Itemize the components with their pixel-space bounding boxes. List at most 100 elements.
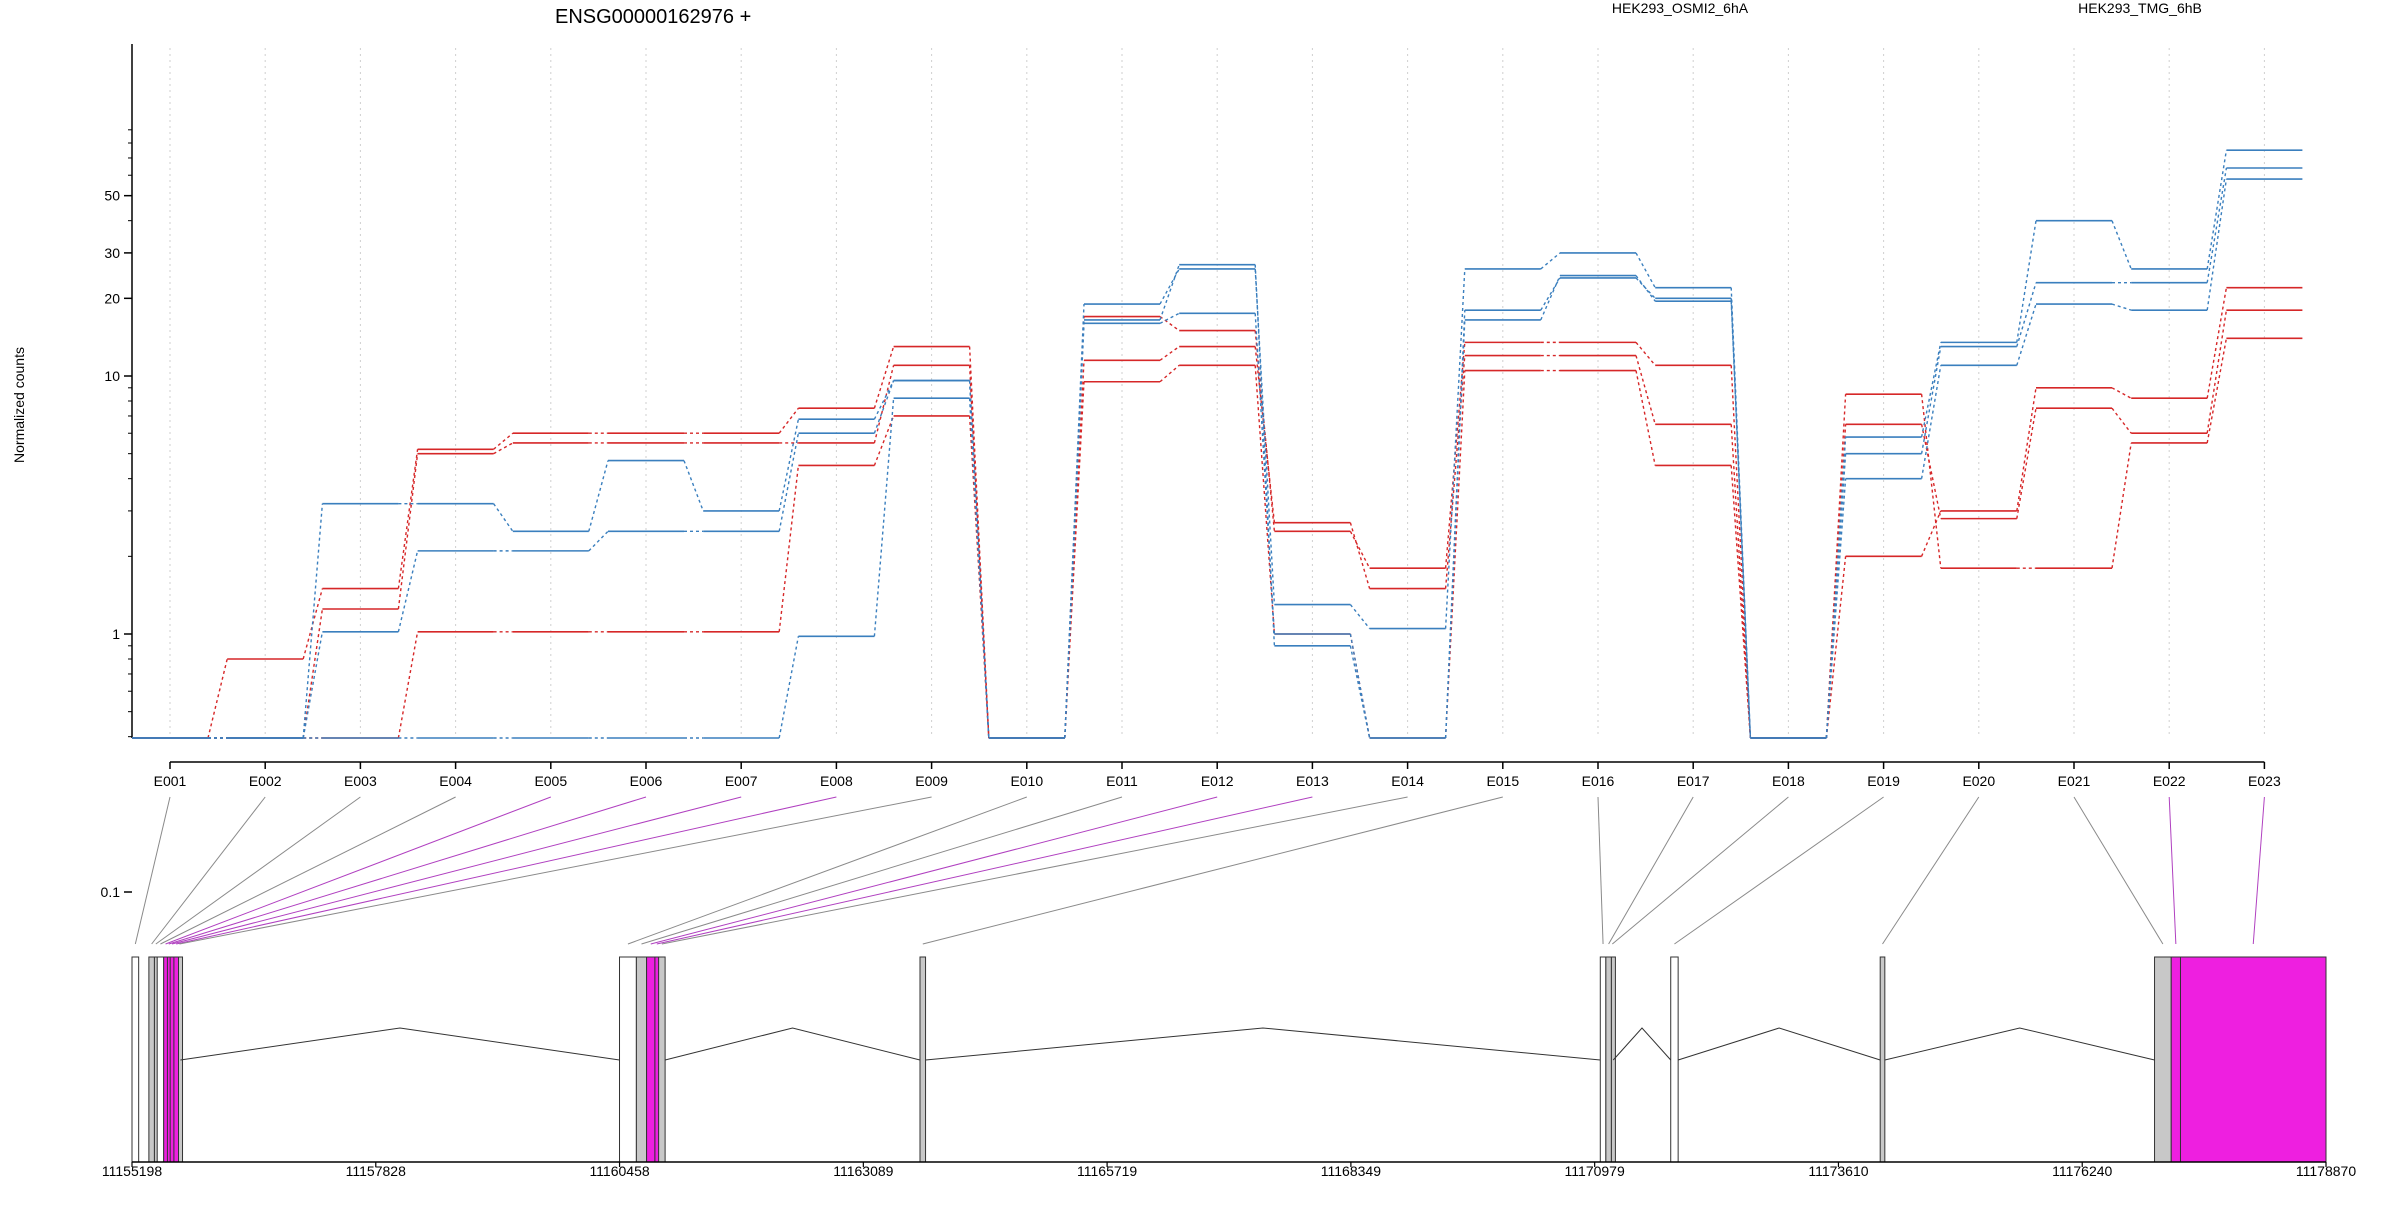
connector-E012 xyxy=(650,796,1218,945)
series-1-connector xyxy=(2016,387,2037,512)
y-tick-label: 20 xyxy=(104,290,120,306)
connector-E007 xyxy=(171,796,742,945)
series-4-connector xyxy=(1920,342,1942,438)
connector-E019 xyxy=(1674,796,1884,945)
grid-lines xyxy=(169,48,2265,738)
series-1-connector xyxy=(1730,365,1752,739)
series-6-connector xyxy=(1825,478,1847,739)
series-6-connector xyxy=(1540,275,1561,321)
intron-line xyxy=(664,1027,921,1061)
series-6-connector xyxy=(1349,645,1371,739)
series-4-connector xyxy=(1444,268,1466,629)
series-1-connector xyxy=(2111,387,2132,399)
connector-E010 xyxy=(627,796,1027,945)
series-6-connector xyxy=(778,636,800,739)
genomic-tick-label: 11157828 xyxy=(346,1163,406,1179)
series-1-connector xyxy=(1349,531,1371,569)
x-tick-label-E018: E018 xyxy=(1772,773,1805,789)
series-6-connector xyxy=(1064,319,1085,739)
intron-line xyxy=(1677,1027,1881,1061)
x-tick-label-E017: E017 xyxy=(1677,773,1710,789)
exon-box-E011 xyxy=(635,956,648,1163)
series-2-connector xyxy=(1159,346,1180,361)
series-5-connector xyxy=(397,550,419,632)
connector-E002 xyxy=(151,796,266,945)
gene-model xyxy=(131,956,2327,1163)
series-5-connector xyxy=(1254,313,1276,635)
x-tick-label-E014: E014 xyxy=(1391,773,1424,789)
axes: 0.1 1 10 20 30 50 E001 E002 E003 E004 E005 E006 E007… xyxy=(101,44,2281,900)
genomic-tick-label: 11165719 xyxy=(1077,1163,1137,1179)
connector-E001 xyxy=(134,796,171,945)
series-5-connector xyxy=(1635,277,1656,299)
x-tick-label-E004: E004 xyxy=(439,773,472,789)
series-2-connector xyxy=(1349,522,1371,589)
connector-E013 xyxy=(656,796,1313,945)
intron-line xyxy=(180,1027,620,1061)
series-6-connector xyxy=(1920,365,1942,479)
series-2-connector xyxy=(1444,355,1466,589)
series-1-connector xyxy=(1444,342,1466,569)
series-2-connector xyxy=(397,453,419,610)
series-5-connector xyxy=(1920,346,1942,454)
series-2-connector xyxy=(2206,310,2228,434)
series-2-connector xyxy=(1730,424,1752,739)
series-4-connector xyxy=(2206,150,2228,270)
connector-E005 xyxy=(165,796,551,945)
series-1-connector xyxy=(2206,287,2228,399)
x-tick-label-E021: E021 xyxy=(2058,773,2091,789)
connector-E004 xyxy=(160,796,456,945)
series-5-connector xyxy=(778,433,800,532)
genomic-axis: 11155198 11157828 11160458 11163089 11165719… xyxy=(102,1161,2356,1179)
connector-E016 xyxy=(1597,796,1604,945)
series-4-connector xyxy=(1540,252,1561,270)
x-tick-label-E020: E020 xyxy=(1962,773,1995,789)
exon-box-E022 xyxy=(2170,956,2181,1163)
x-tick-label-E009: E009 xyxy=(915,773,948,789)
connector-E017 xyxy=(1608,796,1694,945)
x-tick-label-E008: E008 xyxy=(820,773,853,789)
genomic-tick-label: 11178870 xyxy=(2296,1163,2356,1179)
connector-E021 xyxy=(2073,796,2164,945)
genomic-tick-label: 11160458 xyxy=(589,1163,649,1179)
connector-E006 xyxy=(168,796,647,945)
series-4-connector xyxy=(778,419,800,512)
series-3-connector xyxy=(1064,381,1085,739)
y-tick-label: 0.1 xyxy=(101,884,121,900)
legend-label-osmi2: HEK293_OSMI2_6hA xyxy=(1612,0,1749,16)
y-tick-label: 1 xyxy=(112,626,120,642)
series-6-connector xyxy=(2206,178,2228,311)
x-tick-label-E023: E023 xyxy=(2248,773,2281,789)
series-1-connector xyxy=(1825,556,1847,739)
y-tick-label: 50 xyxy=(104,188,120,204)
series-1-connector xyxy=(1635,341,1656,366)
series-2-connector xyxy=(493,442,514,455)
x-tick-label-E003: E003 xyxy=(344,773,377,789)
series-lines xyxy=(132,149,2303,739)
series-2-connector xyxy=(1920,424,1942,519)
genomic-tick-label: 11163089 xyxy=(833,1163,893,1179)
exon-box-E017 xyxy=(1605,956,1612,1163)
x-tick-label-E015: E015 xyxy=(1486,773,1519,789)
series-5-connector xyxy=(2016,282,2037,347)
exon-box-E001 xyxy=(131,956,140,1163)
series-4-connector xyxy=(873,380,895,420)
series-2-connector xyxy=(1635,355,1656,425)
chart-title: ENSG00000162976 + xyxy=(555,6,751,28)
series-4-connector xyxy=(1159,268,1180,305)
connector-E020 xyxy=(1882,796,1980,945)
series-6-connector xyxy=(2016,303,2037,366)
genomic-tick-label: 11176240 xyxy=(2052,1163,2112,1179)
genomic-tick-label: 11173610 xyxy=(1808,1163,1868,1179)
connector-E023 xyxy=(2252,796,2265,945)
series-3-connector xyxy=(873,415,895,466)
series-4-connector xyxy=(1635,252,1656,288)
series-4-connector xyxy=(2111,220,2132,270)
series-6-connector xyxy=(1730,301,1752,739)
connector-E009 xyxy=(179,796,932,945)
x-tick-label-E016: E016 xyxy=(1582,773,1615,789)
series-4-connector xyxy=(302,503,324,739)
y-axis-label: Normalized counts xyxy=(11,347,27,463)
